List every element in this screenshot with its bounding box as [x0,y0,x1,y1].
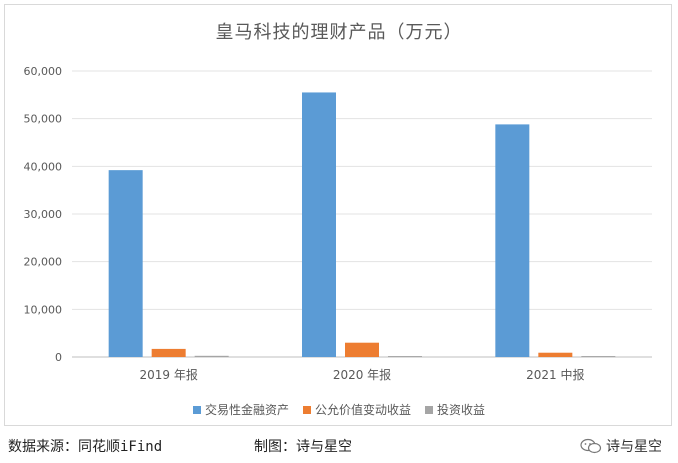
bar [194,355,229,357]
legend-swatch-investment-income [425,405,433,414]
y-tick-label: 20,000 [24,256,63,269]
y-tick-label: 0 [55,351,62,364]
legend-item-fair-value-gain: 公允价值变动收益 [302,401,411,418]
y-tick-label: 30,000 [24,208,63,221]
brand: 诗与星空 [580,436,662,456]
legend-item-investment-income: 投资收益 [425,401,485,418]
legend-swatch-fair-value-gain [302,405,311,414]
bar [302,92,336,357]
legend-label: 交易性金融资产 [204,403,289,417]
legend-label: 投资收益 [437,403,486,417]
y-tick-label: 60,000 [24,65,63,78]
legend-swatch-trading-assets [192,405,201,414]
made-by-text: 制图：诗与星空 [254,439,352,455]
bar [108,170,143,357]
footer: 数据来源：同花顺iFind 制图：诗与星空 诗与星空 [8,436,670,458]
data-source-text: 数据来源：同花顺iFind [8,439,163,455]
bar [538,352,573,357]
y-tick-label: 50,000 [24,113,63,126]
brand-name: 诗与星空 [606,439,662,455]
bar [388,356,422,358]
x-tick-label: 2021 中报 [526,367,584,382]
y-tick-label: 10,000 [24,303,63,316]
wechat-icon [580,438,602,454]
x-tick-label: 2020 年报 [333,367,391,382]
bar [345,342,379,357]
legend-label: 公允价值变动收益 [314,403,411,417]
bar [151,348,186,357]
bar [495,124,530,358]
x-tick-label: 2019 年报 [139,367,197,382]
y-tick-label: 40,000 [24,160,63,173]
legend: 交易性金融资产 公允价值变动收益 投资收益 [0,401,678,418]
chart-title: 皇马科技的理财产品（万元） [215,22,463,43]
bar [581,356,616,358]
legend-item-trading-assets: 交易性金融资产 [192,401,289,418]
